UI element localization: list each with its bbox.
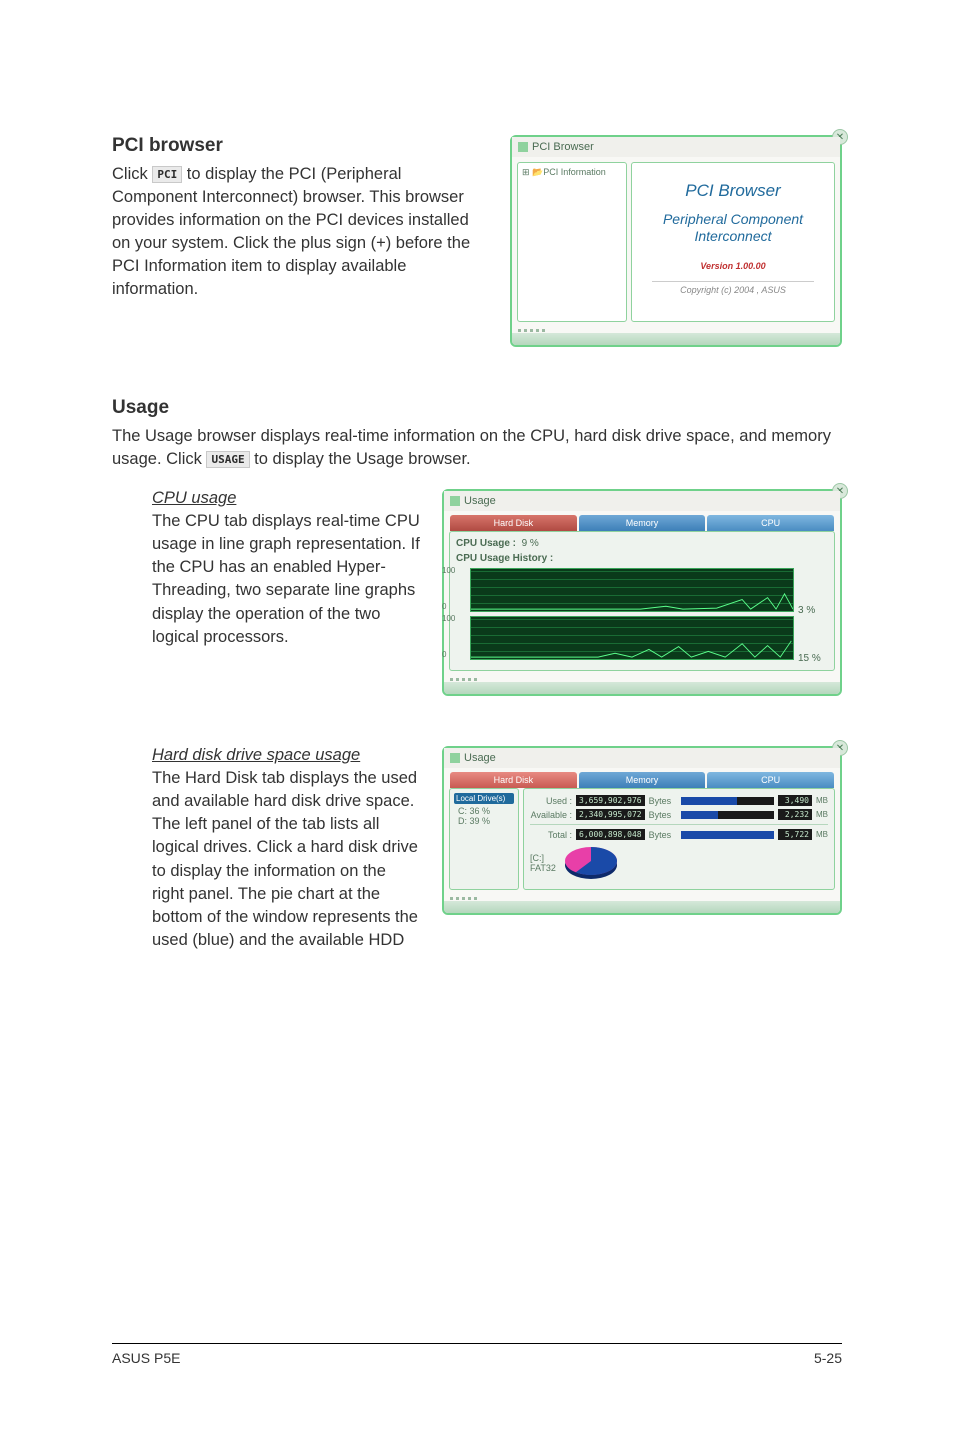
tab-memory[interactable]: Memory bbox=[579, 772, 706, 788]
text: to display the PCI (Peripheral Component… bbox=[112, 165, 470, 298]
stat-unit: Bytes bbox=[649, 810, 677, 820]
panel-version: Version 1.00.00 bbox=[700, 261, 765, 271]
drive-item[interactable]: D: 39 % bbox=[454, 816, 514, 826]
tab-cpu[interactable]: CPU bbox=[707, 515, 834, 531]
drive-item[interactable]: C: 36 % bbox=[454, 806, 514, 816]
stat-mb: 2,232 bbox=[778, 809, 812, 820]
cpu-pct-top: 3 % bbox=[798, 605, 828, 616]
usage-tabs: Hard Disk Memory CPU bbox=[444, 511, 840, 531]
app-icon bbox=[450, 496, 460, 506]
stat-mb: 5,722 bbox=[778, 829, 812, 840]
stat-label: Used : bbox=[530, 796, 572, 806]
stat-bytes: 3,659,902,976 bbox=[576, 795, 645, 806]
tab-memory[interactable]: Memory bbox=[579, 515, 706, 531]
para-pci: Click PCI to display the PCI (Peripheral… bbox=[112, 163, 490, 302]
stat-unit: Bytes bbox=[649, 796, 677, 806]
stat-mbunit: MB bbox=[816, 830, 828, 839]
axis-label: 100 bbox=[442, 566, 455, 575]
stat-label: Available : bbox=[530, 810, 572, 820]
hdd-stats-panel: Used :3,659,902,976Bytes3,490MBAvailable… bbox=[523, 788, 835, 890]
stat-mbunit: MB bbox=[816, 796, 828, 805]
stat-label: Total : bbox=[530, 830, 572, 840]
hdd-usage-window: ✕ Usage Hard Disk Memory CPU Local Drive… bbox=[442, 746, 842, 915]
window-titlebar: PCI Browser bbox=[512, 137, 840, 157]
panel-subtitle: Peripheral ComponentInterconnect bbox=[663, 211, 803, 245]
stat-bar bbox=[681, 811, 774, 819]
tab-cpu[interactable]: CPU bbox=[707, 772, 834, 788]
window-grip[interactable] bbox=[444, 682, 840, 694]
stat-mb: 3,490 bbox=[778, 795, 812, 806]
hdd-drive-tree[interactable]: Local Drive(s) C: 36 % D: 39 % bbox=[449, 788, 519, 890]
window-title: Usage bbox=[464, 495, 496, 507]
section-pci: PCI browser Click PCI to display the PCI… bbox=[112, 135, 842, 347]
stat-unit: Bytes bbox=[649, 830, 677, 840]
subheading-hdd: Hard disk drive space usage bbox=[152, 746, 422, 765]
para-cpu: The CPU tab displays real-time CPU usage… bbox=[152, 510, 422, 649]
usage-button-icon[interactable]: USAGE bbox=[206, 451, 249, 468]
window-grip[interactable] bbox=[444, 901, 840, 913]
panel-title: PCI Browser bbox=[685, 181, 780, 201]
pci-info-panel: PCI Browser Peripheral ComponentIntercon… bbox=[631, 162, 835, 322]
text: to display the Usage browser. bbox=[250, 450, 471, 468]
stat-bar bbox=[681, 831, 774, 839]
cpu-usage-label: CPU Usage : bbox=[456, 538, 516, 549]
stat-mbunit: MB bbox=[816, 810, 828, 819]
tab-harddisk[interactable]: Hard Disk bbox=[450, 772, 577, 788]
pie-fs-label: FAT32 bbox=[530, 863, 556, 873]
axis-label: 100 bbox=[442, 614, 455, 623]
stat-bar bbox=[681, 797, 774, 805]
footer-left: ASUS P5E bbox=[112, 1350, 180, 1366]
pie-drive-label: [C:] bbox=[530, 853, 556, 863]
section-usage: Usage The Usage browser displays real-ti… bbox=[112, 397, 842, 952]
cpu-usage-window: ✕ Usage Hard Disk Memory CPU CPU Usage :… bbox=[442, 489, 842, 696]
axis-label: 0 bbox=[442, 602, 446, 611]
pie-chart bbox=[562, 843, 620, 883]
stat-row-total: Total : 6,000,898,048 Bytes 5,722 MB bbox=[530, 829, 828, 840]
tree-root[interactable]: Local Drive(s) bbox=[454, 793, 514, 804]
window-title: Usage bbox=[464, 752, 496, 764]
stat-bytes: 6,000,898,048 bbox=[576, 829, 645, 840]
pie-chart-area: [C:] FAT32 bbox=[530, 843, 828, 883]
pci-tree[interactable]: ⊞ 📂PCI Information bbox=[517, 162, 627, 322]
tab-harddisk[interactable]: Hard Disk bbox=[450, 515, 577, 531]
pci-button-icon[interactable]: PCI bbox=[152, 166, 182, 183]
subheading-cpu: CPU usage bbox=[152, 489, 422, 508]
window-titlebar: Usage bbox=[444, 491, 840, 511]
cpu-graph-bottom bbox=[470, 616, 794, 660]
para-usage: The Usage browser displays real-time inf… bbox=[112, 425, 842, 471]
tree-item[interactable]: ⊞ 📂PCI Information bbox=[522, 167, 606, 177]
cpu-usage-value: 9 % bbox=[522, 538, 539, 549]
page-footer: ASUS P5E 5-25 bbox=[112, 1343, 842, 1366]
window-grip[interactable] bbox=[512, 333, 840, 345]
stat-row: Available : 2,340,995,072 Bytes 2,232 MB bbox=[530, 809, 828, 820]
pci-browser-window: ✕ PCI Browser ⊞ 📂PCI Information PCI Bro… bbox=[510, 135, 842, 347]
axis-label: 0 bbox=[442, 650, 446, 659]
app-icon bbox=[518, 142, 528, 152]
para-hdd: The Hard Disk tab displays the used and … bbox=[152, 767, 422, 952]
cpu-panel: CPU Usage : 9 % CPU Usage History : 100 … bbox=[449, 531, 835, 671]
cpu-graph-top bbox=[470, 568, 794, 612]
window-title: PCI Browser bbox=[532, 141, 594, 153]
text: Click bbox=[112, 165, 152, 183]
stat-row: Used : 3,659,902,976 Bytes 3,490 MB bbox=[530, 795, 828, 806]
footer-right: 5-25 bbox=[814, 1350, 842, 1366]
window-titlebar: Usage bbox=[444, 748, 840, 768]
heading-usage: Usage bbox=[112, 397, 842, 419]
stat-bytes: 2,340,995,072 bbox=[576, 809, 645, 820]
app-icon bbox=[450, 753, 460, 763]
cpu-pct-bottom: 15 % bbox=[798, 653, 828, 664]
usage-tabs: Hard Disk Memory CPU bbox=[444, 768, 840, 788]
cpu-history-label: CPU Usage History : bbox=[456, 553, 553, 564]
heading-pci: PCI browser bbox=[112, 135, 490, 157]
panel-copyright: Copyright (c) 2004 , ASUS bbox=[652, 281, 814, 295]
